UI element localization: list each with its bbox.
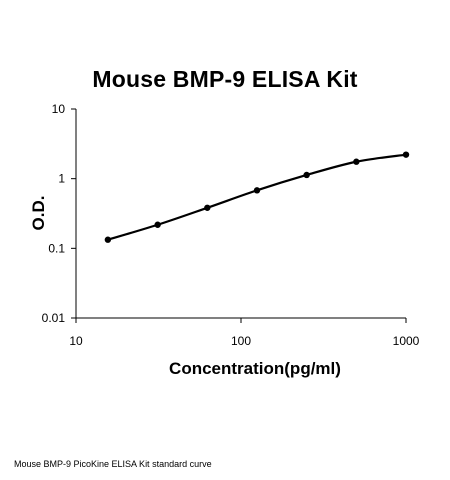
figure-caption: Mouse BMP-9 PicoKine ELISA Kit standard … — [14, 459, 212, 469]
data-point — [353, 158, 360, 165]
data-point — [303, 171, 310, 179]
y-tick-label: 1 — [58, 172, 65, 186]
y-tick-label: 0.01 — [42, 311, 66, 325]
data-point — [402, 151, 410, 158]
y-axis-label: O.D. — [29, 196, 48, 231]
y-tick-label: 10 — [52, 102, 66, 116]
tick-labels: 0.01 0.1 1 10 10 100 1000 — [42, 102, 420, 348]
x-tick-label: 100 — [231, 334, 251, 348]
x-tick-label: 1000 — [393, 334, 420, 348]
chart-title: Mouse BMP-9 ELISA Kit — [92, 66, 358, 92]
data-points — [104, 151, 410, 243]
data-point — [204, 204, 211, 211]
x-axis-label: Concentration(pg/ml) — [169, 359, 341, 378]
axis-ticks — [71, 108, 407, 323]
data-point — [253, 187, 261, 194]
data-point — [154, 221, 161, 228]
series-line — [107, 153, 407, 241]
data-point — [104, 236, 112, 243]
x-tick-label: 10 — [69, 334, 83, 348]
y-tick-label: 0.1 — [48, 241, 65, 255]
